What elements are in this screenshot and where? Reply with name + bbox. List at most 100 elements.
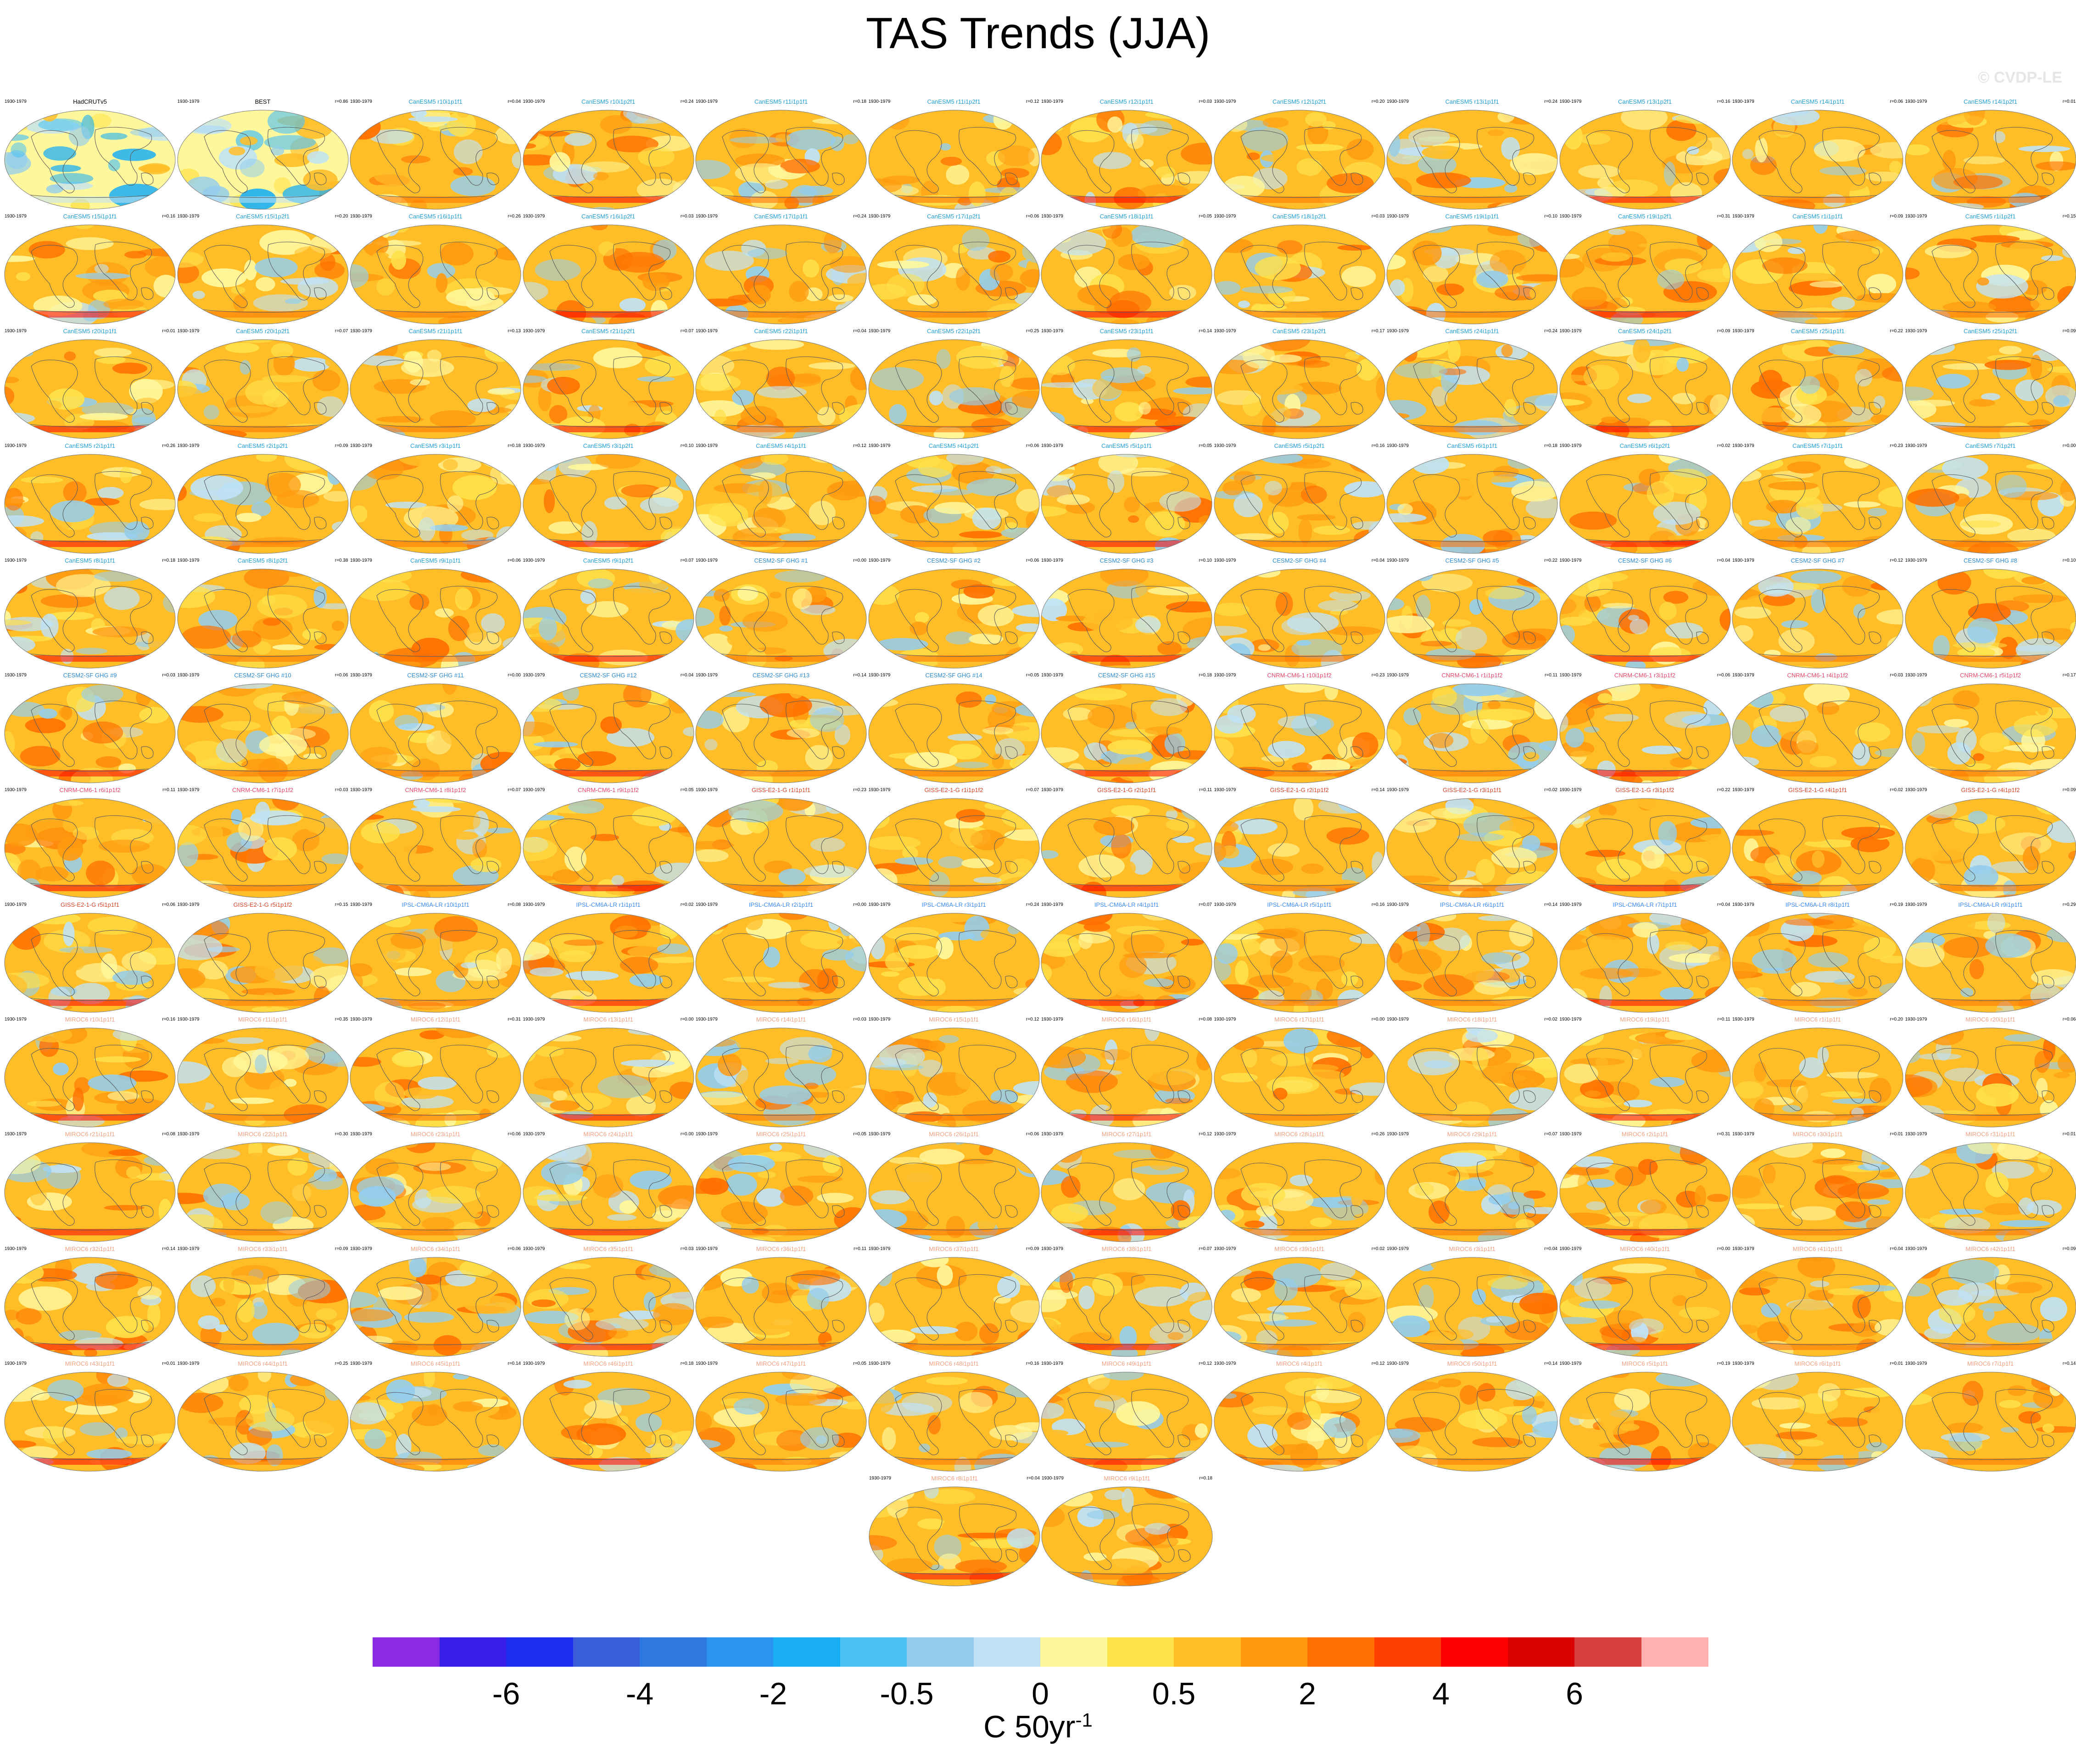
coastline — [1822, 356, 1880, 415]
trend-patch — [1764, 854, 1794, 876]
trend-patch — [1390, 279, 1405, 296]
trend-patch — [881, 971, 899, 977]
trend-patch — [2066, 986, 2076, 994]
trend-map — [350, 913, 521, 1013]
trend-map — [1904, 1257, 2076, 1357]
panel-title: CanESM5 r14i1p1f1 — [1791, 98, 1845, 105]
trend-patch — [5, 515, 45, 527]
trend-patch — [780, 159, 820, 173]
trend-patch — [81, 685, 123, 703]
coastline — [1649, 127, 1707, 186]
map-panel: 1930-1979 CanESM5 r22i1p2f1 r=0.25 — [868, 328, 1040, 441]
trend-patch — [1853, 604, 1865, 619]
panel-title: CanESM5 r2i1p1f1 — [65, 442, 115, 449]
trend-patch — [284, 1078, 296, 1087]
trend-patch — [586, 601, 628, 618]
panel-correlation: r=0.18 — [1544, 443, 1557, 448]
trend-patch — [765, 1058, 799, 1064]
trend-patch — [1296, 514, 1335, 521]
trend-patch — [1732, 340, 1773, 344]
trend-patch — [868, 584, 899, 605]
trend-patch — [9, 1121, 40, 1127]
trend-patch — [954, 1322, 977, 1341]
trend-patch — [1865, 274, 1897, 295]
trend-map — [4, 224, 176, 324]
coastline — [1231, 308, 1369, 313]
trend-patch — [512, 151, 521, 169]
map-panel: 1930-1979 CanESM5 r25i1p2f1 r=0.09 — [1904, 328, 2076, 441]
trend-patch — [1114, 402, 1143, 422]
trend-band — [713, 426, 849, 432]
trend-patch — [192, 1089, 206, 1113]
trend-patch — [1231, 1288, 1261, 1303]
coastline — [1749, 423, 1888, 428]
trend-patch — [121, 951, 156, 972]
trend-patch — [43, 146, 76, 161]
map-panel: 1930-1979 GISS-E2-1-G r3i1p1f2 r=0.22 — [1559, 787, 1731, 900]
coastline — [22, 308, 160, 313]
panel-title: CanESM5 r15i1p2f1 — [235, 213, 290, 220]
trend-patch — [1244, 1220, 1265, 1228]
trend-patch — [698, 1316, 734, 1329]
trend-patch — [494, 246, 521, 261]
panel-period: 1930-1979 — [1041, 99, 1063, 104]
trend-patch — [25, 717, 66, 733]
trend-patch — [480, 1028, 506, 1035]
panel-title: CanESM5 r11i1p1f1 — [754, 98, 808, 105]
trend-patch — [1734, 1324, 1759, 1334]
trend-patch — [246, 914, 298, 920]
coastline — [1240, 245, 1287, 308]
trend-patch — [1939, 1209, 1983, 1215]
coastline — [313, 287, 327, 300]
trend-patch — [1488, 129, 1504, 136]
trend-band — [713, 196, 849, 203]
panel-title: CanESM5 r17i1p2f1 — [926, 213, 981, 220]
trend-patch — [257, 594, 307, 619]
panel-correlation: r=0.10 — [2062, 558, 2076, 563]
trend-patch — [1752, 949, 1797, 971]
trend-patch — [1738, 876, 1772, 892]
trend-patch — [2048, 110, 2076, 125]
panel-title: CNRM-CM6-1 r8i1p1f2 — [405, 787, 466, 793]
trend-patch — [1078, 1285, 1095, 1310]
coastline — [1696, 402, 1709, 415]
trend-patch — [1831, 296, 1855, 310]
map-panel: 1930-1979 MIROC6 r12i1p1f1 r=0.31 — [349, 1016, 522, 1130]
trend-patch — [1284, 684, 1326, 693]
map-panel: 1930-1979 CanESM5 r23i1p2f1 r=0.17 — [1213, 328, 1386, 441]
trend-patch — [1820, 1091, 1863, 1098]
coastline — [1749, 308, 1888, 313]
trend-patch — [429, 1057, 475, 1075]
trend-map — [1386, 913, 1558, 1013]
trend-patch — [1266, 1305, 1311, 1312]
trend-map — [1386, 1257, 1558, 1357]
trend-map — [1904, 339, 2076, 439]
trend-patch — [775, 134, 791, 143]
map-panel: 1930-1979 MIROC6 r19i1p1f1 r=0.11 — [1559, 1016, 1731, 1130]
trend-patch — [230, 1097, 274, 1104]
trend-map — [177, 913, 349, 1013]
trend-patch — [2026, 463, 2063, 470]
panel-period: 1930-1979 — [5, 99, 27, 104]
map-background — [1387, 225, 1557, 324]
trend-patch — [600, 716, 622, 734]
trend-patch — [757, 386, 807, 398]
trend-patch — [1214, 1331, 1241, 1343]
panel-title: CanESM5 r5i1p2f1 — [1274, 442, 1325, 449]
trend-patch — [378, 1286, 422, 1300]
trend-patch — [762, 1282, 794, 1304]
panel-correlation: r=0.06 — [508, 1246, 521, 1251]
trend-patch — [737, 586, 759, 601]
panel-correlation: r=0.20 — [1890, 1017, 1903, 1022]
trend-patch — [1629, 1318, 1663, 1335]
coastline — [203, 245, 251, 308]
trend-patch — [600, 115, 632, 134]
trend-band — [22, 541, 158, 547]
trend-patch — [1442, 619, 1471, 627]
trend-patch — [1344, 503, 1370, 524]
panel-correlation: r=0.17 — [2062, 673, 2076, 678]
coastline — [367, 194, 506, 198]
trend-patch — [464, 1295, 515, 1314]
trend-patch — [1981, 393, 2000, 401]
trend-patch — [203, 405, 219, 420]
